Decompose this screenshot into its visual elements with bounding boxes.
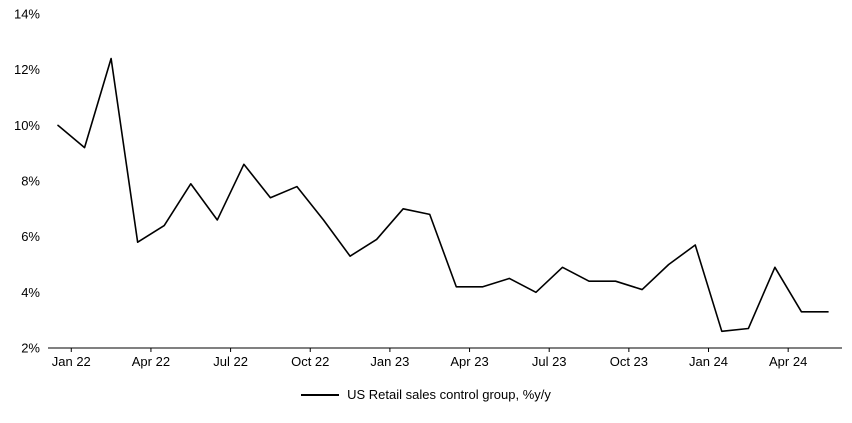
y-tick-label: 4%	[21, 285, 40, 300]
x-tick-label: Apr 24	[769, 354, 807, 369]
legend-line-sample	[301, 393, 340, 396]
x-tick-label: Jul 22	[213, 354, 248, 369]
line-chart: 2% 4% 6% 8% 10% 12% 14% Jan 22 Apr 22 Jul 22 Oct 2…	[14, 7, 842, 369]
x-tick-label: Jan 24	[689, 354, 728, 369]
y-tick-label: 8%	[21, 174, 40, 189]
legend-label: US Retail sales control group, %y/y	[347, 387, 551, 402]
y-tick-label: 10%	[14, 118, 40, 133]
chart-legend: US Retail sales control group, %y/y	[0, 387, 852, 402]
y-tick-label: 14%	[14, 7, 40, 22]
x-tick-label: Jan 23	[370, 354, 409, 369]
x-tick-label: Jul 23	[532, 354, 567, 369]
series-line	[57, 57, 829, 333]
y-tick-label: 2%	[21, 341, 40, 356]
x-tick-label: Apr 23	[450, 354, 488, 369]
x-tick-label: Oct 23	[610, 354, 648, 369]
y-tick-label: 6%	[21, 229, 40, 244]
y-tick-label: 12%	[14, 62, 40, 77]
x-tick-label: Apr 22	[132, 354, 170, 369]
x-tick-label: Jan 22	[52, 354, 91, 369]
x-tick-label: Oct 22	[291, 354, 329, 369]
